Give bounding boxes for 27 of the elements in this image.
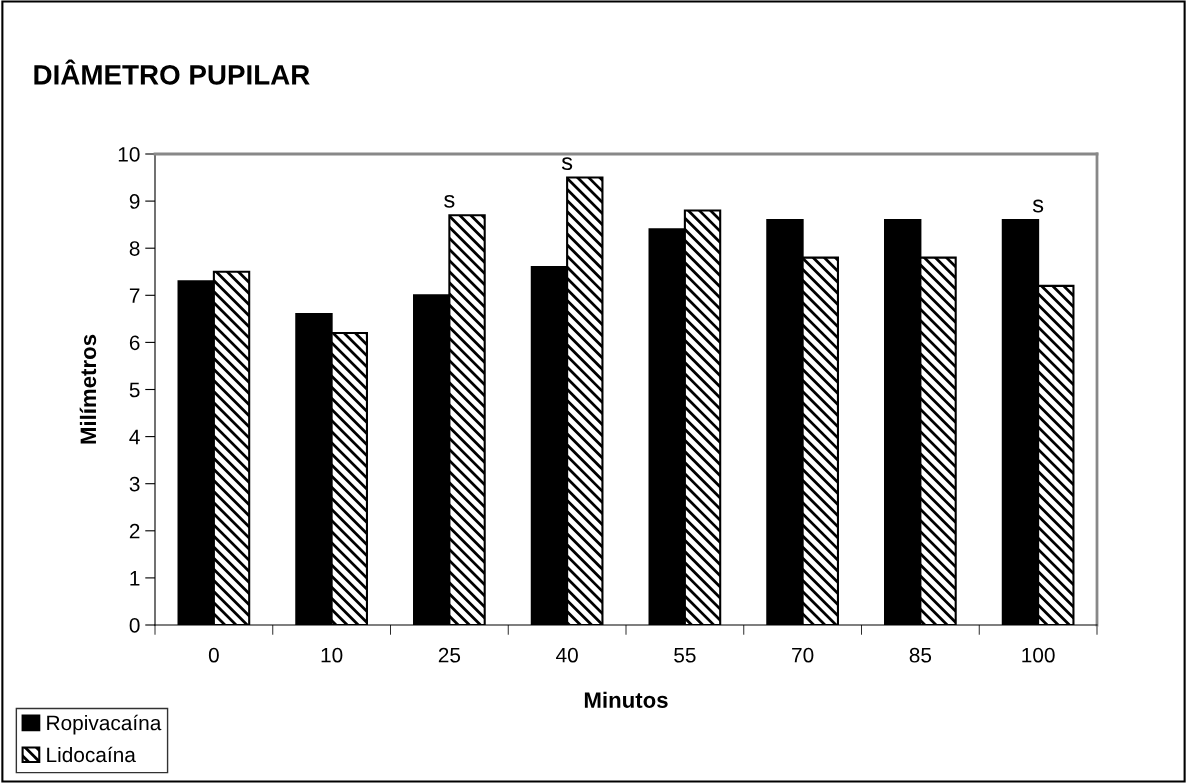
x-tick-label: 10 <box>321 647 343 663</box>
x-axis-title: Minutos <box>584 691 668 708</box>
legend-label: Lidocaína <box>47 746 136 763</box>
x-tick-label: 0 <box>208 647 219 663</box>
x-tick-label: 70 <box>792 647 814 663</box>
annotation: s <box>561 157 573 171</box>
x-tick-label: 40 <box>556 647 578 663</box>
y-tick-label: 1 <box>130 571 140 586</box>
x-tick-label: 100 <box>1022 647 1055 663</box>
chart-title: DIÂMETRO PUPILAR <box>34 59 310 85</box>
annotation: s <box>444 194 455 208</box>
y-tick-label: 9 <box>129 194 140 209</box>
y-tick-label: 2 <box>129 523 140 539</box>
y-tick-label: 0 <box>129 618 140 633</box>
y-tick-label: 10 <box>118 147 140 162</box>
y-tick-label: 6 <box>129 335 140 351</box>
x-tick-label: 25 <box>438 647 461 663</box>
y-axis-title: Milímetros <box>79 334 97 444</box>
x-tick-label: 55 <box>674 647 696 663</box>
annotation: s <box>1032 199 1044 213</box>
x-tick-label: 85 <box>909 647 932 663</box>
y-tick-label: 8 <box>129 241 140 256</box>
y-tick-label: 5 <box>129 382 140 398</box>
y-tick-label: 7 <box>129 288 140 303</box>
y-tick-label: 4 <box>129 429 140 445</box>
y-tick-label: 3 <box>129 476 140 492</box>
legend-label: Ropivacaína <box>47 714 162 735</box>
